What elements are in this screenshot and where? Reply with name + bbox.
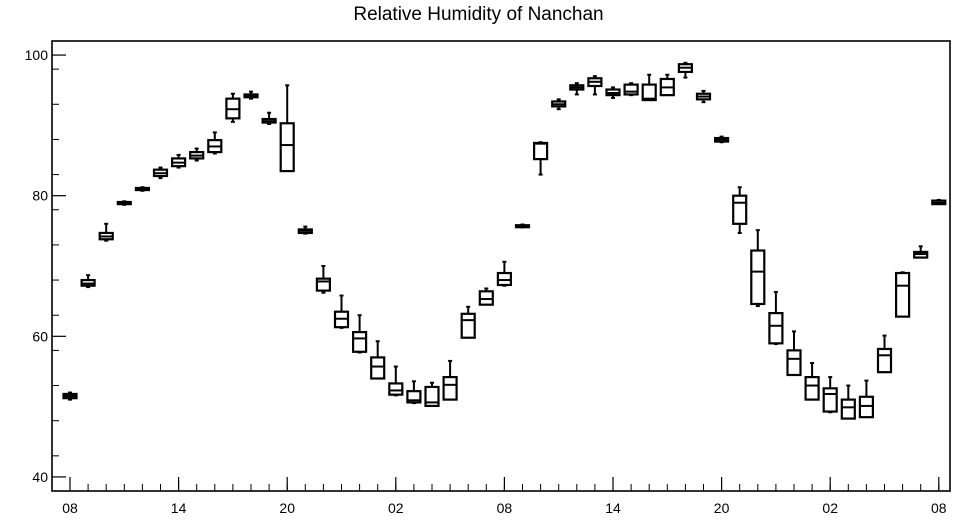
box	[623, 83, 639, 96]
y-tick-label: 60	[32, 328, 48, 344]
box	[732, 194, 748, 225]
box	[388, 382, 404, 396]
x-tick-label: 08	[62, 500, 78, 516]
y-tick-label: 40	[32, 469, 48, 485]
x-tick-label: 02	[822, 500, 838, 516]
box	[840, 398, 856, 420]
box	[352, 330, 368, 353]
box	[804, 375, 820, 401]
x-tick-label: 20	[279, 500, 295, 516]
box	[641, 83, 657, 102]
x-tick-label: 08	[931, 500, 947, 516]
x-tick-label: 08	[497, 500, 513, 516]
box	[750, 249, 766, 306]
box	[442, 375, 458, 401]
box	[370, 356, 386, 380]
box	[406, 390, 422, 404]
box	[279, 122, 295, 173]
x-tick-label: 20	[714, 500, 730, 516]
box	[315, 277, 331, 292]
y-tick-label: 100	[25, 47, 49, 63]
box	[876, 347, 893, 374]
box	[496, 271, 512, 287]
box	[822, 387, 838, 413]
x-tick-label: 02	[388, 500, 404, 516]
box	[786, 349, 802, 377]
box	[894, 271, 911, 318]
x-tick-label: 14	[171, 500, 187, 516]
x-tick-label: 14	[605, 500, 621, 516]
box	[768, 312, 784, 345]
box	[532, 141, 549, 161]
box	[460, 312, 476, 339]
box	[858, 395, 875, 419]
y-tick-label: 80	[32, 188, 48, 204]
box	[478, 290, 494, 306]
chart-title: Relative Humidity of Nanchan	[353, 4, 604, 25]
plot-frame	[51, 40, 951, 492]
box	[424, 385, 440, 408]
